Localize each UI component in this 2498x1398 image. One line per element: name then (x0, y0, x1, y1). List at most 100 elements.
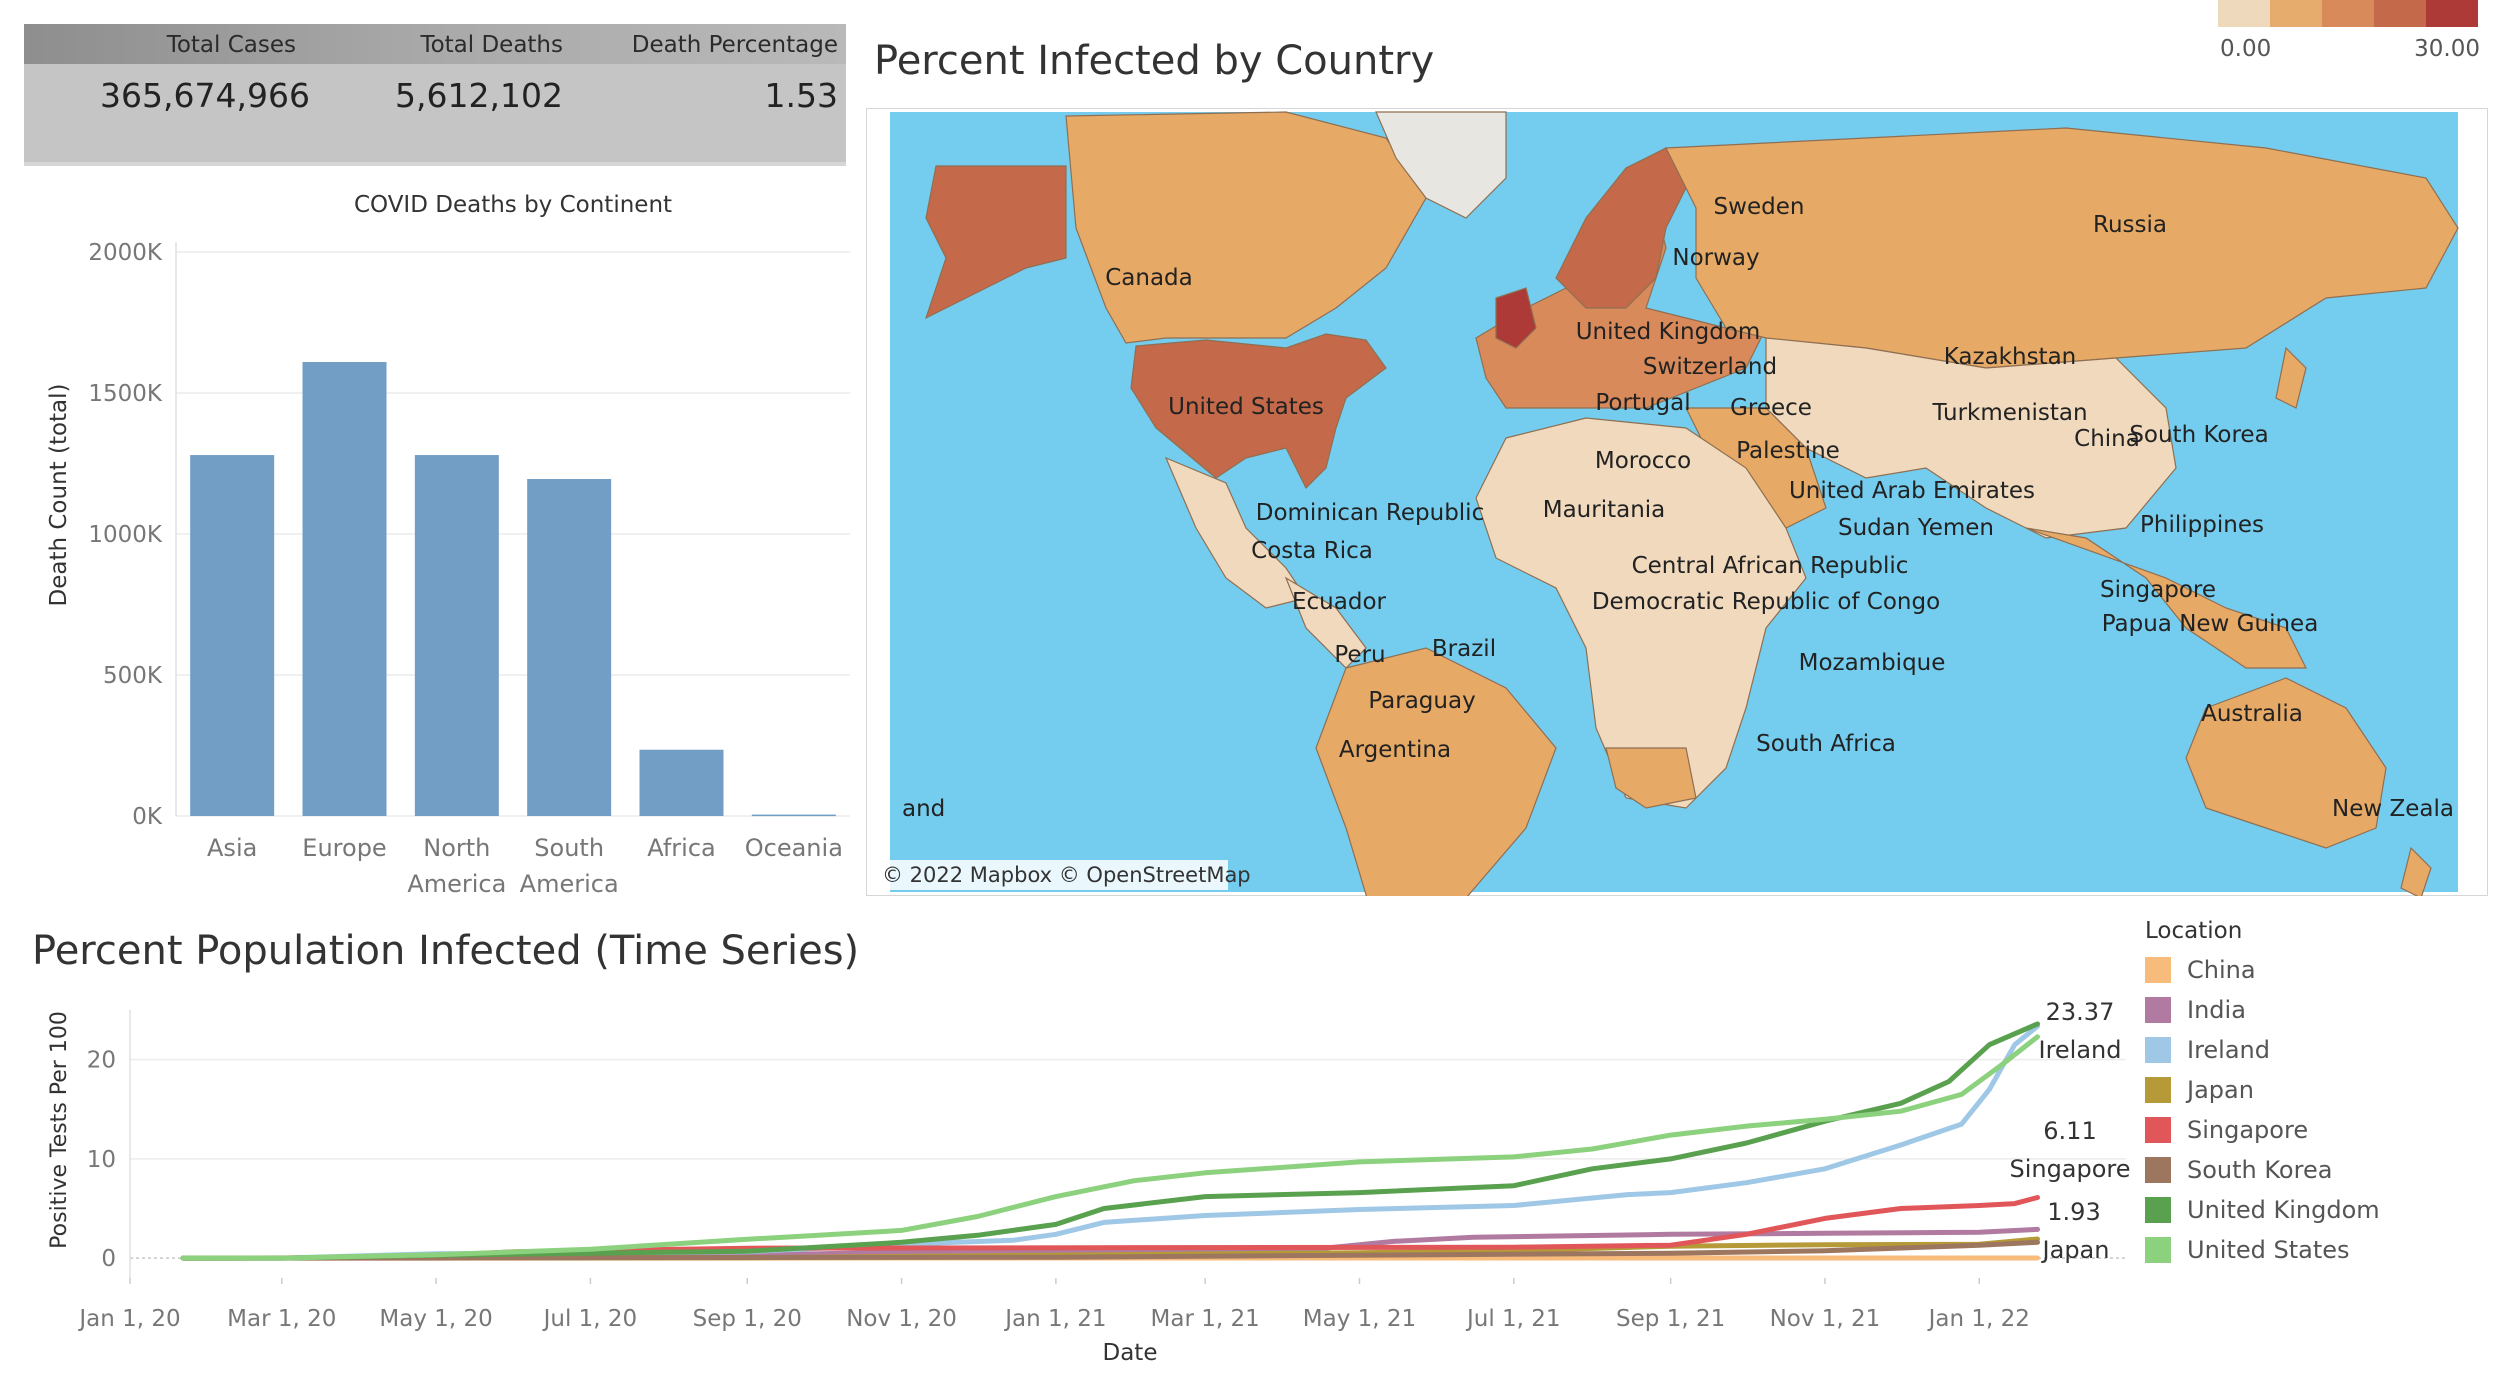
legend-label: Singapore (2187, 1116, 2309, 1144)
bar-y-tick-label: 1000K (88, 522, 163, 548)
ts-x-tick-label: May 1, 20 (379, 1306, 492, 1332)
ts-x-label: Date (1103, 1340, 1158, 1366)
ts-x-tick-label: Sep 1, 20 (693, 1306, 802, 1332)
ts-x-tick-label: Jul 1, 21 (1465, 1306, 1561, 1332)
ts-y-tick-label: 20 (87, 1048, 116, 1074)
scandinavia-shape[interactable] (1555, 147, 1697, 309)
map-label-united-kingdom: United Kingdom (1576, 319, 1761, 345)
bar-y-tick-label: 2000K (88, 240, 163, 266)
bar-chart-title: COVID Deaths by Continent (354, 192, 672, 218)
map-credit: © 2022 Mapbox © OpenStreetMap (882, 863, 1251, 887)
legend-swatch (2145, 1077, 2171, 1103)
series-line-ireland[interactable] (180, 1023, 2040, 1261)
map-label-kazakhstan: Kazakhstan (1944, 344, 2077, 370)
map-title: Percent Infected by Country (874, 38, 1435, 84)
map-label-and: and (902, 796, 945, 822)
map-label-philippines: Philippines (2140, 512, 2264, 538)
map-label-brazil: Brazil (1432, 636, 1496, 662)
legend-item-japan[interactable]: Japan (2145, 1070, 2485, 1110)
end-label-japan-name: Japan (2041, 1236, 2110, 1264)
map-label-russia: Russia (2093, 212, 2167, 238)
ts-y-label: Positive Tests Per 100 (47, 1011, 72, 1249)
bar-y-tick-label: 0K (132, 804, 163, 830)
legend-item-india[interactable]: India (2145, 990, 2485, 1030)
ts-x-tick-label: Jan 1, 21 (1003, 1306, 1106, 1332)
bar-x-tick-label: Africa (647, 834, 715, 862)
russia-shape[interactable] (1665, 127, 2459, 369)
color-scale-step (2270, 0, 2322, 27)
legend-item-china[interactable]: China (2145, 950, 2485, 990)
kpi-summary-table: Total Cases Total Deaths Death Percentag… (24, 24, 846, 166)
series-line-south-korea[interactable] (180, 1239, 2040, 1261)
ts-x-tick-label: Jan 1, 22 (1927, 1306, 2030, 1332)
canada-shape[interactable] (1065, 111, 1427, 344)
map-label-china: China (2074, 426, 2140, 452)
legend-item-south-korea[interactable]: South Korea (2145, 1150, 2485, 1190)
kpi-header-total-cases: Total Cases (166, 32, 296, 58)
map-color-legend: 0.00 30.00 (2218, 0, 2480, 66)
legend-swatch (2145, 1157, 2171, 1183)
south-america-shape[interactable] (1315, 647, 1557, 896)
legend-item-united-states[interactable]: United States (2145, 1230, 2485, 1270)
bar-y-tick-label: 1500K (88, 381, 163, 407)
end-label-singapore-value: 6.11 (2043, 1117, 2096, 1145)
bar-x-tick-label: North (423, 834, 490, 862)
map-credit-bg (878, 860, 1228, 890)
legend-item-singapore[interactable]: Singapore (2145, 1110, 2485, 1150)
ts-x-tick-label: Sep 1, 21 (1616, 1306, 1725, 1332)
legend-swatch (2145, 1237, 2171, 1263)
map-label-democratic-republic-of-congo: Democratic Republic of Congo (1592, 589, 1940, 615)
bar-oceania[interactable] (751, 814, 836, 817)
new-zealand-shape[interactable] (2400, 846, 2432, 896)
south-africa-shape[interactable] (1605, 747, 1697, 809)
central-america-shape[interactable] (1284, 576, 1367, 669)
map-label-singapore: Singapore (2100, 577, 2216, 603)
legend-swatch (2145, 957, 2171, 983)
world-map[interactable]: © 2022 Mapbox © OpenStreetMap Canada Unit… (866, 108, 2488, 896)
map-label-peru: Peru (1334, 642, 1385, 668)
legend-title: Location (2145, 918, 2243, 944)
color-scale-step (2426, 0, 2478, 27)
bar-africa[interactable] (639, 749, 724, 816)
ts-x-tick-label: Mar 1, 20 (227, 1306, 336, 1332)
end-label-ireland-name: Ireland (2038, 1036, 2121, 1064)
japan-shape[interactable] (2275, 346, 2307, 409)
southeast-asia-shape[interactable] (2025, 527, 2307, 669)
greenland-shape (1375, 111, 1507, 219)
alaska-shape[interactable] (924, 165, 1067, 320)
legend-label: Ireland (2187, 1036, 2271, 1064)
map-label-mauritania: Mauritania (1543, 497, 1666, 523)
uk-shape[interactable] (1495, 287, 1537, 349)
legend-swatch (2145, 997, 2171, 1023)
africa-shape[interactable] (1475, 417, 1807, 809)
australia-shape[interactable] (2185, 677, 2387, 849)
bar-x-tick-label: Asia (207, 834, 257, 862)
bar-north-america[interactable] (414, 455, 499, 816)
map-label-south-africa: South Africa (1756, 731, 1896, 757)
legend-swatch (2145, 1037, 2171, 1063)
map-label-sudan-yemen: Sudan Yemen (1838, 515, 1994, 541)
map-label-new-zeala: New Zeala (2332, 796, 2454, 822)
bar-y-tick-label: 500K (103, 663, 163, 689)
bar-x-tick-label: Oceania (745, 834, 843, 862)
bar-south-america[interactable] (527, 479, 612, 816)
series-line-united-kingdom[interactable] (180, 1021, 2040, 1261)
kpi-header-death-percentage: Death Percentage (631, 32, 838, 58)
ts-x-tick-label: May 1, 21 (1303, 1306, 1416, 1332)
series-line-united-states[interactable] (180, 1034, 2040, 1261)
bar-x-tick-label: Europe (302, 834, 386, 862)
legend-item-united-kingdom[interactable]: United Kingdom (2145, 1190, 2485, 1230)
legend-item-ireland[interactable]: Ireland (2145, 1030, 2485, 1070)
kpi-total-deaths: 5,612,102 (395, 76, 563, 115)
bar-europe[interactable] (302, 361, 387, 816)
deaths-by-continent-chart: COVID Deaths by Continent Death Count (t… (46, 192, 850, 898)
map-label-palestine: Palestine (1736, 438, 1840, 464)
timeseries-title: Percent Population Infected (Time Series… (32, 928, 860, 974)
bar-asia[interactable] (190, 455, 275, 816)
map-label-mozambique: Mozambique (1799, 650, 1946, 676)
map-label-dominican-republic: Dominican Republic (1256, 500, 1484, 526)
usa-shape[interactable] (1130, 333, 1387, 490)
map-land (924, 111, 2459, 896)
asia-south-shape[interactable] (1765, 337, 2177, 539)
map-label-portugal: Portugal (1595, 390, 1690, 416)
